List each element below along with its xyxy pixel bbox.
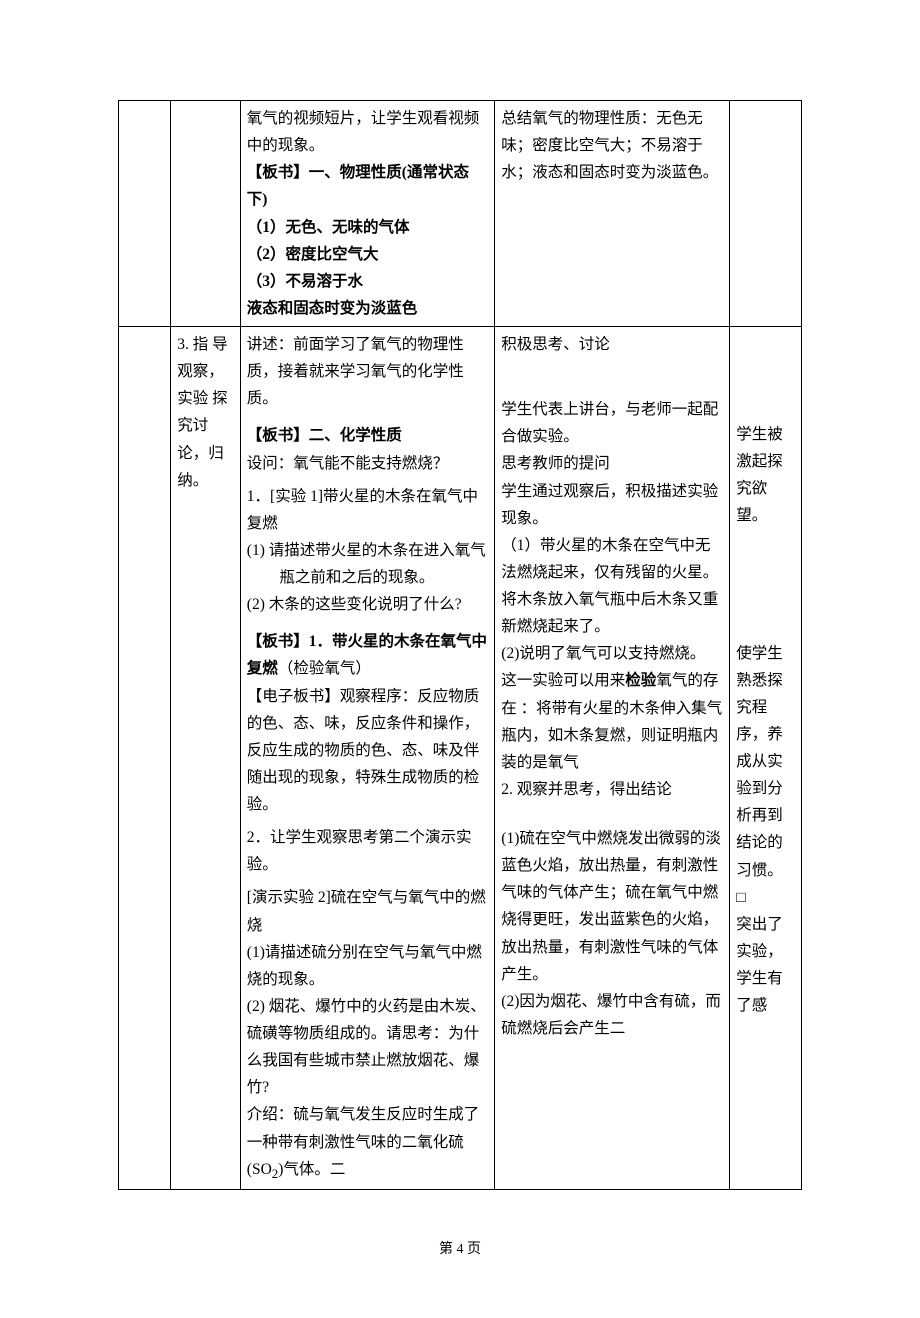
r2c4-p7b: 检验: [625, 672, 656, 689]
r2c4-p1: 积极思考、讨论: [501, 331, 723, 358]
r2c3-p7: (1)请描述硫分别在空气与氧气中燃烧的现象。: [247, 939, 488, 993]
table-row: 3. 指 导观察，实验 探 究讨论，归纳。 讲述：前面学习了氧气的物理性质，接着…: [119, 327, 802, 1190]
r2c3-p4: 【电子板书】观察程序：反应物质的色、态、味，反应条件和操作，反应生成的物质的色、…: [247, 683, 488, 819]
r2c4-p5: （1）带火星的木条在空气中无法燃烧起来，仅有残留的火星。将木条放入氧气瓶中后木条…: [501, 532, 723, 641]
r2c3-p9b: )气体。二: [278, 1161, 345, 1178]
r2c3-b2: 【板书】1．带火星的木条在氧气中复燃（检验氧气）: [247, 628, 488, 682]
row2-col4: 积极思考、讨论 学生代表上讲台，与老师一起配合做实验。 思考教师的提问 学生通过…: [495, 327, 730, 1190]
r2c4-p4: 学生通过观察后，积极描述实验现象。: [501, 478, 723, 532]
r2c5-s2b: □: [736, 884, 795, 911]
row1-col4: 总结氧气的物理性质：无色无味；密度比空气大；不易溶于水；液态和固态时变为淡蓝色。: [495, 101, 730, 327]
row2-col1: [119, 327, 171, 1190]
row1-col2: [171, 101, 241, 327]
row2-col5: 学生被激起探究欲望。 使学生熟悉探究程序，养成从实验到分析再到结论的习惯。 □ …: [730, 327, 802, 1190]
r2c5-s1: 学生被激起探究欲望。: [736, 421, 795, 530]
row2-col3: 讲述：前面学习了氧气的物理性质，接着就来学习氧气的化学性质。 【板书】二、化学性…: [240, 327, 494, 1190]
r2c4-p7: 这一实验可以用来检验氧气的存在 ：将带有火星的木条伸入集气瓶内，如木条复燃，则证…: [501, 667, 723, 776]
row2-col2: 3. 指 导观察，实验 探 究讨论，归纳。: [171, 327, 241, 1190]
r2c3-li2: (2) 木条的这些变化说明了什么?: [247, 591, 488, 618]
r2c4-p7a: 这一实验可以用来: [501, 672, 625, 689]
row2-c2-text: 3. 指 导观察，实验 探 究讨论，归纳。: [177, 331, 234, 494]
table-row: 氧气的视频短片，让学生观看视频中的现象。 【板书】一、物理性质(通常状态下) （…: [119, 101, 802, 327]
r2c4-p2: 学生代表上讲台，与老师一起配合做实验。: [501, 396, 723, 450]
r2c4-p3: 思考教师的提问: [501, 450, 723, 477]
r2c3-p5: 2．让学生观察思考第二个演示实验。: [247, 824, 488, 878]
r2c3-p6: [演示实验 2]硫在空气与氧气中的燃烧: [247, 884, 488, 938]
r2c4-p9: (1)硫在空气中燃烧发出微弱的淡蓝色火焰，放出热量，有刺激性气味的气体产生；硫在…: [501, 825, 723, 988]
r2c3-p3: 1．[实验 1]带火星的木条在氧气中复燃: [247, 483, 488, 537]
row1-c3-title: 【板书】一、物理性质(通常状态下): [247, 159, 488, 213]
row1-c3-p1: 氧气的视频短片，让学生观看视频中的现象。: [247, 105, 488, 159]
r2c3-p8: (2) 烟花、爆竹中的火药是由木炭、硫磺等物质组成的。请思考：为什么我国有些城市…: [247, 993, 488, 1102]
row1-col3: 氧气的视频短片，让学生观看视频中的现象。 【板书】一、物理性质(通常状态下) （…: [240, 101, 494, 327]
r2c4-p8: 2. 观察并思考，得出结论: [501, 776, 723, 803]
r2c3-li1: (1) 请描述带火星的木条在进入氧气瓶之前和之后的现象。: [247, 537, 488, 591]
row1-c3-b2: （2）密度比空气大: [247, 241, 488, 268]
row1-c4-p1: 总结氧气的物理性质：无色无味；密度比空气大；不易溶于水；液态和固态时变为淡蓝色。: [501, 105, 723, 186]
r2c4-p10: (2)因为烟花、爆竹中含有硫，而硫燃烧后会产生二: [501, 988, 723, 1042]
r2c3-p9: 介绍：硫与氧气发生反应时生成了一种带有刺激性气味的二氧化硫(SO2)气体。二: [247, 1101, 488, 1185]
row1-c3-b1: （1）无色、无味的气体: [247, 214, 488, 241]
r2c3-p1: 讲述：前面学习了氧气的物理性质，接着就来学习氧气的化学性质。: [247, 331, 488, 412]
row1-c3-b4: 液态和固态时变为淡蓝色: [247, 295, 488, 322]
r2c5-s2a: 使学生熟悉探究程序，养成从实验到分析再到结论的习惯。: [736, 640, 795, 884]
row1-col1: [119, 101, 171, 327]
r2c5-s3: 突出了实验，学生有了感: [736, 911, 795, 1020]
r2c3-p2: 设问：氧气能不能支持燃烧？: [247, 450, 488, 477]
row1-col5: [730, 101, 802, 327]
r2c4-p6: (2)说明了氧气可以支持燃烧。: [501, 640, 723, 667]
lesson-plan-table: 氧气的视频短片，让学生观看视频中的现象。 【板书】一、物理性质(通常状态下) （…: [118, 100, 802, 1190]
row1-c3-b3: （3）不易溶于水: [247, 268, 488, 295]
r2c3-b2b: （检验氧气）: [278, 660, 371, 677]
r2c3-b1: 【板书】二、化学性质: [247, 422, 488, 449]
page-footer: 第 4 页: [118, 1238, 802, 1258]
